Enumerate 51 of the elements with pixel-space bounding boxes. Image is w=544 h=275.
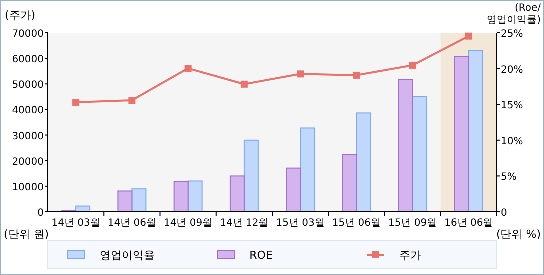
bar [174, 181, 189, 212]
y-tick-label: 70000 [12, 29, 44, 40]
legend-label: 영업이익율 [100, 249, 155, 262]
y-tick-label: 10000 [12, 182, 44, 194]
point [128, 97, 136, 104]
bar [118, 190, 133, 212]
y-tick-label: 0 [38, 208, 44, 219]
y2-axis-title: (Roe/ 영업이익률) [487, 3, 542, 26]
text: (단위 %) [496, 228, 541, 241]
y2-tick-label: 10% [501, 136, 524, 148]
bar [468, 50, 484, 212]
y-tick-label: 50000 [12, 80, 44, 92]
point [240, 80, 248, 88]
x-tick-label: 14년 03월 [52, 218, 100, 229]
bar [342, 154, 358, 212]
y-tick-label: 20000 [12, 156, 44, 168]
y-tick-label: 30000 [12, 131, 44, 142]
y2-tick-label: 0 [501, 208, 508, 219]
point [297, 70, 304, 78]
y2-tick-label: 15% [501, 100, 524, 112]
x-tick-label: 15년 03월 [276, 218, 325, 229]
legend-label: 주가 [399, 249, 422, 262]
x-tick-label: 14년 06월 [108, 218, 157, 229]
point [72, 99, 80, 106]
point [409, 62, 416, 69]
y-tick-label: 60000 [12, 54, 44, 66]
y-tick-label: 40000 [12, 106, 44, 117]
x-tick-label: 16년 06월 [444, 218, 494, 229]
y2-tick-label: 25% [501, 29, 524, 40]
bar [356, 112, 372, 212]
legend-label: ROE [250, 249, 273, 262]
y-axis-title: (주가) [5, 9, 36, 22]
bar [398, 79, 414, 212]
bar [230, 176, 245, 212]
x-tick-label: 15년 06월 [332, 218, 382, 229]
bar [454, 56, 470, 212]
y2-tick-label: 5% [501, 172, 517, 184]
bar [412, 96, 428, 212]
bar [286, 168, 302, 212]
x-tick-label: 14년 12월 [220, 218, 269, 229]
bar [300, 128, 316, 212]
text: (단위 원) [4, 228, 50, 241]
y2-tick-label: 20% [501, 64, 524, 76]
bar [188, 180, 203, 212]
bar [244, 140, 259, 212]
x-tick-label: 14년 09월 [164, 218, 213, 229]
x-tick-label: 15년 09월 [388, 218, 438, 229]
point [353, 72, 360, 79]
point [465, 32, 472, 40]
bar [132, 188, 147, 212]
point [184, 65, 192, 72]
